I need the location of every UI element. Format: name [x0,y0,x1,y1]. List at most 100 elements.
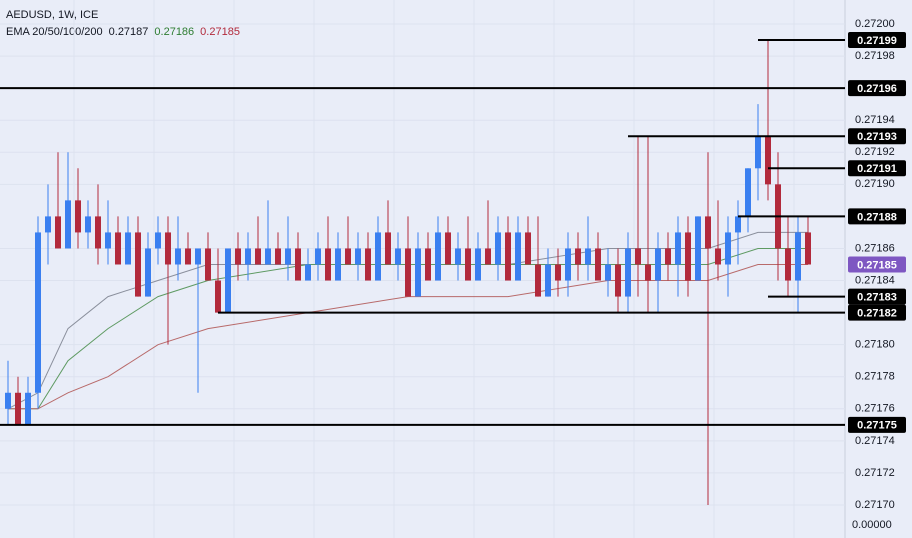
candle-body [105,232,111,249]
candle-body [725,232,731,265]
candle-body [635,248,641,265]
y-tick-label: 0.27180 [855,339,895,351]
candle-body [445,232,451,265]
level-label: 0.27191 [857,163,897,175]
chart-title: AEDUSD, 1W, ICE [6,9,98,21]
candle-body [265,248,271,265]
candle-body [405,248,411,297]
candle-body [145,248,151,297]
candle-body [55,216,61,249]
y-tick-label: 0.27198 [855,50,895,62]
candle-body [205,248,211,281]
candle-body [615,264,621,297]
candle-body [35,232,41,393]
legend-value: 0.27185 [200,26,240,38]
candle-body [355,248,361,265]
grid [0,0,845,538]
candle-body [485,248,491,265]
candle-body [685,232,691,281]
candle-body [785,248,791,281]
y-tick-label: 0.27174 [855,435,895,447]
candle-body [375,232,381,281]
candle-body [315,248,321,265]
candle-body [665,248,671,265]
level-label: 0.27196 [857,83,897,95]
candle-body [255,248,261,265]
candle-body [15,392,21,425]
level-label: 0.27175 [857,420,897,432]
candle-body [395,248,401,265]
level-label-box [848,32,906,49]
candle-body [245,248,251,265]
candle-body [745,168,751,217]
candle-body [325,248,331,281]
candle-body [645,264,651,281]
candle-body [345,248,351,265]
candle-body [515,232,521,281]
y-tick-label: 0.27186 [855,242,895,254]
candle-body [495,232,501,265]
candle-body [5,392,11,409]
candle-body [595,248,601,281]
candle-body [475,248,481,281]
candle-body [155,232,161,249]
candle-body [85,216,91,233]
candle-body [95,216,101,249]
candle-body [25,392,31,425]
level-label-box [848,256,906,273]
candle-body [335,248,341,281]
candle-body [285,248,291,265]
level-label-box [848,160,906,177]
candle-body [185,248,191,265]
legend-value: 0.27187 [109,26,149,38]
axis-bottom-label: 0.00000 [852,519,892,531]
y-tick-label: 0.27172 [855,467,895,479]
candle-body [195,248,201,265]
candle-body [575,248,581,265]
candle-body [805,232,811,265]
candle-body [75,200,81,233]
level-label: 0.27182 [857,308,897,320]
level-label: 0.27185 [857,259,897,271]
candle-body [295,248,301,281]
candle-body [605,264,611,281]
candle-body [545,264,551,297]
candle-body [735,216,741,233]
level-label: 0.27199 [857,35,897,47]
candle-body [385,232,391,265]
candle-body [115,232,121,265]
level-label-box [848,416,906,433]
candle-body [65,200,71,249]
legend-value: 0.27186 [154,26,194,38]
y-tick-label: 0.27190 [855,178,895,190]
candle-body [215,280,221,313]
level-label-box [848,128,906,145]
candle-body [655,248,661,281]
candle-body [165,232,171,265]
level-label: 0.27193 [857,131,897,143]
candle-body [415,248,421,297]
candle-body [525,232,531,265]
candle-body [505,232,511,281]
y-tick-label: 0.27194 [855,114,895,126]
y-tick-label: 0.27170 [855,499,895,511]
level-label: 0.27183 [857,291,897,303]
candle-body [455,248,461,265]
candle-body [675,232,681,265]
candle-body [175,248,181,265]
candle-body [275,248,281,265]
indicator-label: EMA 20/50/100/200 [6,26,103,38]
y-tick-label: 0.27178 [855,371,895,383]
level-label-box [848,288,906,305]
candle-body [425,248,431,281]
candle-body [225,248,231,313]
candle-body [765,136,771,185]
level-label-box [848,304,906,321]
candle-body [535,264,541,297]
candle-body [585,248,591,265]
candle-body [755,136,761,169]
candle-body [45,216,51,233]
y-tick-label: 0.27184 [855,274,895,286]
